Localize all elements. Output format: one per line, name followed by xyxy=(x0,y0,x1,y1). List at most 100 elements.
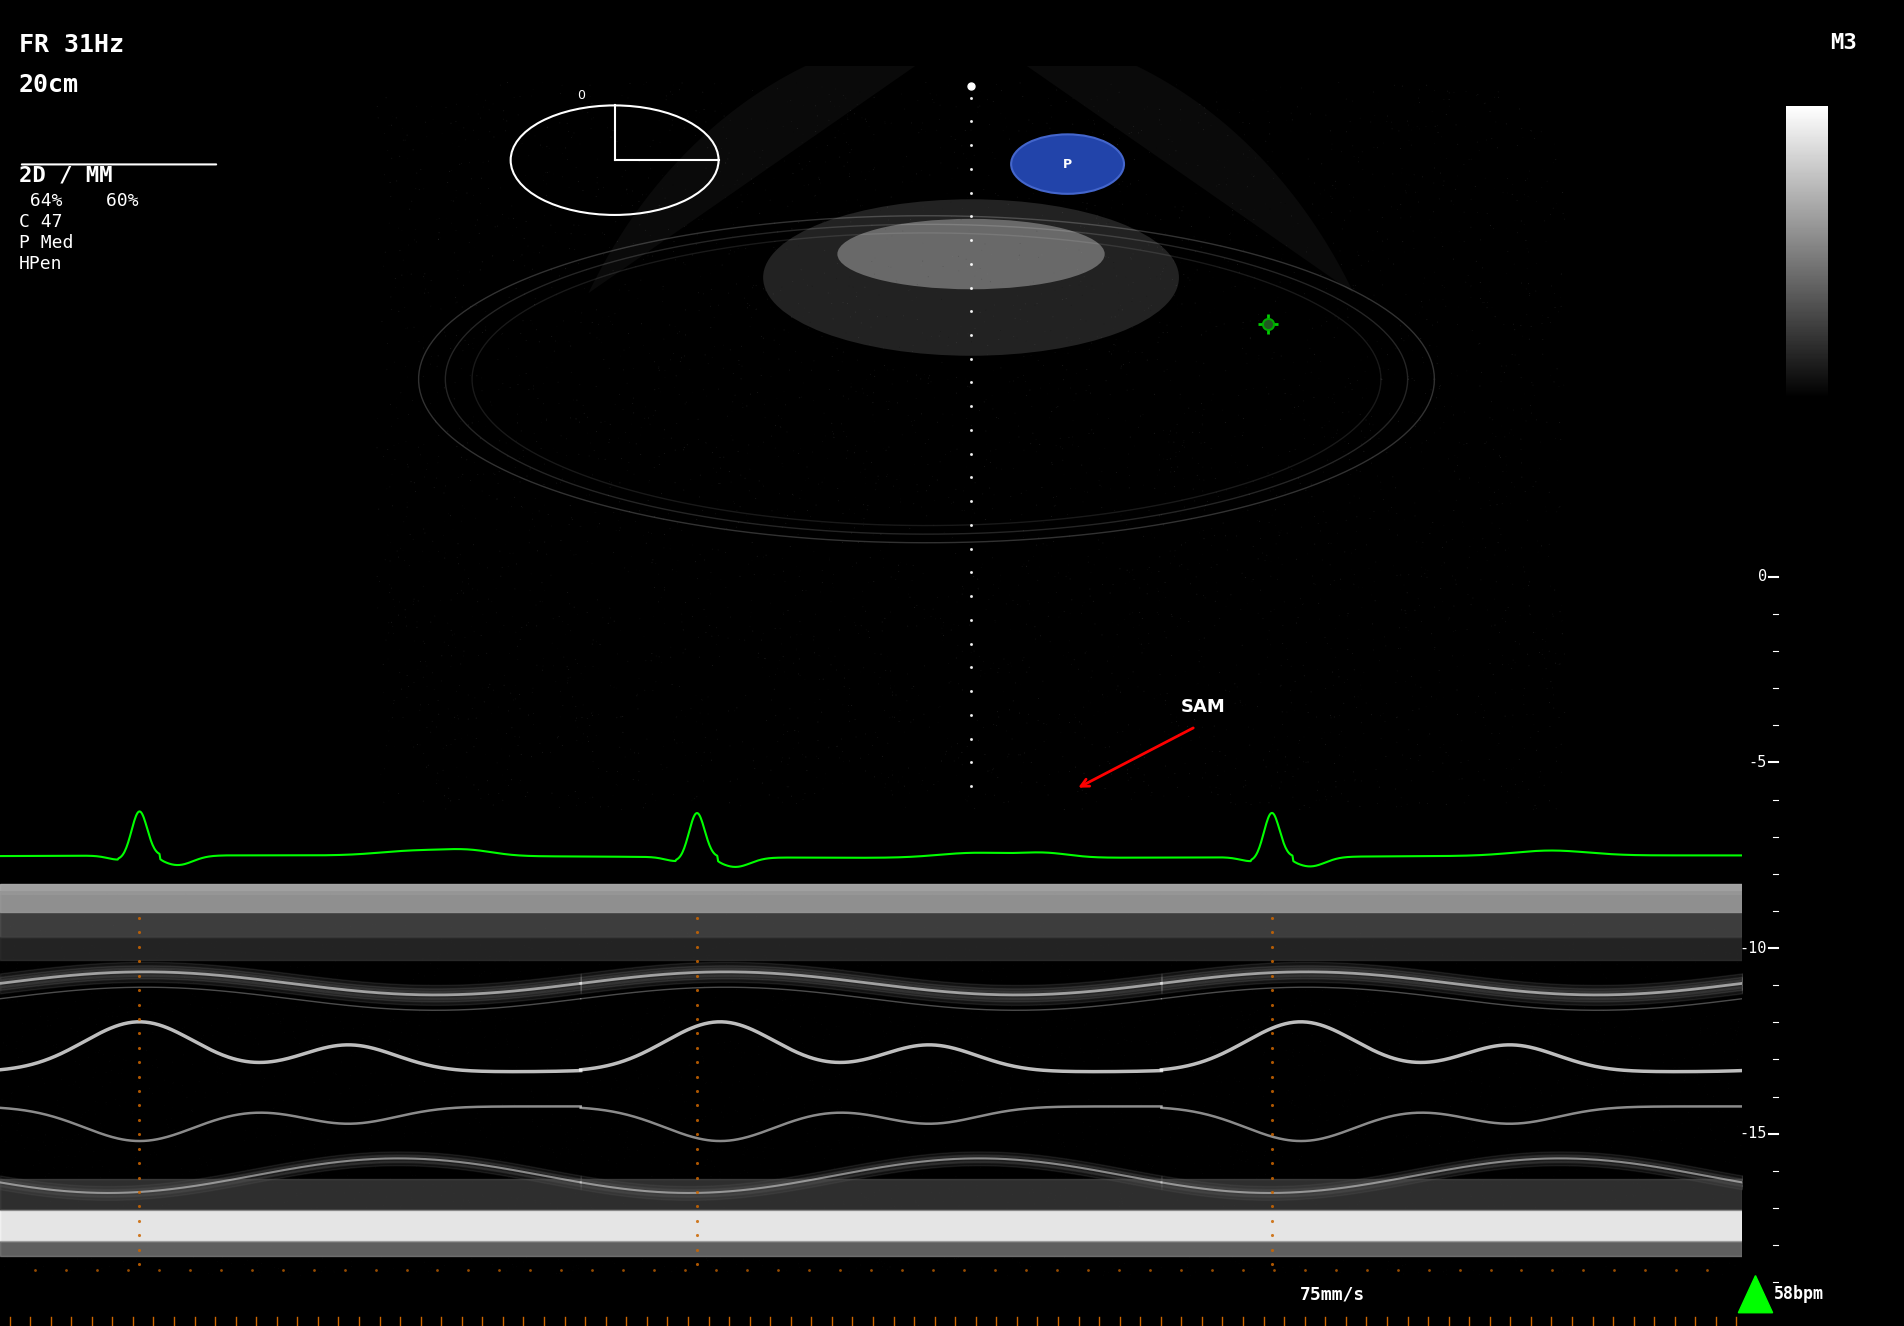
Point xyxy=(1725,1253,1755,1274)
Point xyxy=(703,294,733,316)
Point xyxy=(663,155,693,176)
Point xyxy=(354,1089,385,1110)
Point xyxy=(880,675,910,696)
Point xyxy=(1011,983,1041,1004)
Point xyxy=(297,1074,327,1095)
Point xyxy=(1316,574,1346,595)
Point xyxy=(518,503,548,524)
Point xyxy=(649,956,680,977)
Point xyxy=(609,1030,640,1052)
Point xyxy=(415,987,446,1008)
Point xyxy=(691,1179,722,1200)
Point xyxy=(853,621,883,642)
Point xyxy=(508,1139,539,1160)
Point xyxy=(72,1099,103,1120)
Point xyxy=(1375,1038,1405,1059)
Point xyxy=(676,508,706,529)
Point xyxy=(1618,1240,1649,1261)
Point xyxy=(369,792,400,813)
Point xyxy=(807,1029,838,1050)
Point xyxy=(1291,241,1321,263)
Point xyxy=(187,943,217,964)
Point xyxy=(1500,476,1531,497)
Point xyxy=(979,651,1009,672)
Point xyxy=(1512,1025,1542,1046)
Point xyxy=(1723,1010,1754,1032)
Point xyxy=(409,467,440,488)
Point xyxy=(421,1107,451,1128)
Point xyxy=(1070,1227,1101,1248)
Bar xyxy=(0,1211,1742,1241)
Point xyxy=(65,993,95,1014)
Point xyxy=(1283,1025,1314,1046)
Point xyxy=(1491,540,1521,561)
Point xyxy=(1512,304,1542,325)
Point xyxy=(1022,772,1053,793)
Point xyxy=(42,1240,72,1261)
Point xyxy=(733,1257,764,1278)
Point xyxy=(1476,949,1506,971)
Point xyxy=(590,937,621,959)
Point xyxy=(1125,735,1156,756)
Point xyxy=(1279,1058,1310,1079)
Point xyxy=(1396,1099,1426,1120)
Point xyxy=(383,434,413,455)
Point xyxy=(1224,1163,1255,1184)
Point xyxy=(807,959,838,980)
Point xyxy=(1005,980,1036,1001)
Point xyxy=(1097,1199,1127,1220)
Point xyxy=(69,1024,99,1045)
Point xyxy=(543,919,573,940)
Point xyxy=(1198,741,1228,762)
Point xyxy=(367,310,398,332)
Point xyxy=(729,1131,760,1152)
Point xyxy=(1323,1177,1354,1199)
Point xyxy=(722,400,752,422)
Point xyxy=(1392,174,1422,195)
Point xyxy=(1575,1185,1605,1207)
Point xyxy=(1318,541,1348,562)
Point xyxy=(840,1174,870,1195)
Point xyxy=(1201,573,1232,594)
Point xyxy=(324,985,354,1006)
Point xyxy=(409,325,440,346)
Point xyxy=(824,748,855,769)
Point xyxy=(1510,170,1540,191)
Point xyxy=(1386,1130,1417,1151)
Point xyxy=(1582,996,1613,1017)
Point xyxy=(1708,1264,1738,1285)
Point xyxy=(367,1229,398,1250)
Point xyxy=(221,1224,251,1245)
Point xyxy=(577,491,607,512)
Point xyxy=(1175,1181,1205,1203)
Point xyxy=(1512,1256,1542,1277)
Point xyxy=(1354,289,1384,310)
Point xyxy=(847,514,878,536)
Point xyxy=(1613,1209,1643,1231)
Point xyxy=(649,1180,680,1201)
Point xyxy=(666,943,697,964)
Point xyxy=(760,705,790,727)
Point xyxy=(725,794,756,815)
Point xyxy=(1257,1037,1287,1058)
Point xyxy=(684,984,714,1005)
Point xyxy=(1241,983,1272,1004)
Point xyxy=(1339,146,1369,167)
Point xyxy=(1348,1160,1378,1181)
Point xyxy=(493,985,524,1006)
Point xyxy=(1584,1105,1615,1126)
Point xyxy=(373,720,404,741)
Point xyxy=(868,548,899,569)
Point xyxy=(196,1148,227,1170)
Point xyxy=(1152,1028,1182,1049)
Point xyxy=(141,968,171,989)
Point xyxy=(470,1097,501,1118)
Point xyxy=(1470,715,1500,736)
Point xyxy=(1080,95,1110,117)
Point xyxy=(1078,1073,1108,1094)
Point xyxy=(731,686,762,707)
Point xyxy=(712,904,743,926)
Point xyxy=(565,1028,596,1049)
Point xyxy=(318,1109,348,1130)
Point xyxy=(897,1158,927,1179)
